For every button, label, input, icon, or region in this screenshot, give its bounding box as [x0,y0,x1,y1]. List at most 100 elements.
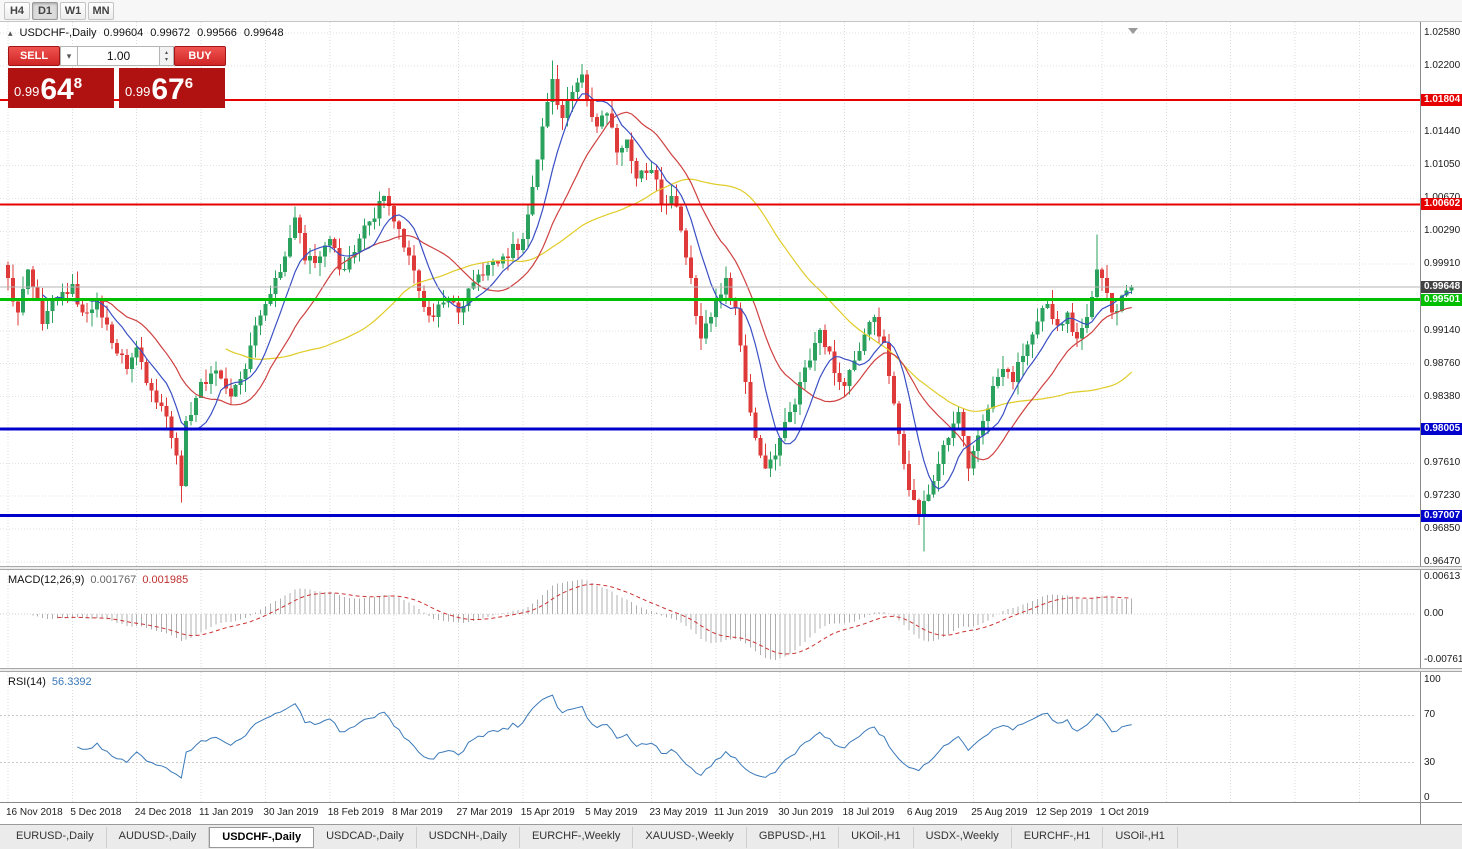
chart-symbol-label: USDCHF-,Daily [19,27,97,39]
chart-tab-usdx-weekly[interactable]: USDX-,Weekly [914,826,1012,848]
chart-tab-eurchf-h1[interactable]: EURCHF-,H1 [1012,826,1104,848]
volume-dropdown-icon[interactable]: ▾ [60,46,78,66]
axis-price-label: 70 [1424,709,1436,721]
date-label: 30 Jan 2019 [263,807,319,818]
timeframe-button-h4[interactable]: H4 [4,1,30,20]
date-label: 11 Jun 2019 [713,807,769,818]
chart-tab-usdcad-daily[interactable]: USDCAD-,Daily [314,826,417,848]
timeframe-button-w1[interactable]: W1 [60,1,86,20]
date-label: 23 May 2019 [649,807,708,818]
ohlc-open: 0.99604 [103,27,144,39]
axis-price-label: 0.96470 [1424,556,1461,566]
macd-plot[interactable] [0,570,1420,668]
chart-tab-usoil-h1[interactable]: USOil-,H1 [1103,826,1178,848]
date-axis[interactable]: 16 Nov 2018 5 Dec 2018 24 Dec 2018 11 Jan 2… [0,802,1462,824]
buy-price-big: 67 [151,73,185,106]
level-price-label: 0.99648 [1421,280,1462,293]
date-label: 18 Jul 2019 [842,807,895,818]
sell-price-pipette: 8 [73,75,83,92]
macd-signal-line [57,583,1132,655]
axis-price-label: 1.00670 [1424,192,1460,204]
chart-tab-eurchf-weekly[interactable]: EURCHF-,Weekly [520,826,634,848]
buy-price-display[interactable]: 0.99 67 6 [119,68,225,108]
axis-price-label: 1.02200 [1424,59,1461,71]
chart-tab-audusd-daily[interactable]: AUDUSD-,Daily [107,826,210,848]
sell-price-big: 64 [40,73,74,106]
price-chart-plot[interactable] [0,22,1420,566]
date-label: 1 Oct 2019 [1099,807,1149,818]
chart-title: ▴ USDCHF-,Daily 0.99604 0.99672 0.99566 … [8,27,284,39]
axis-price-label: -0.00761 [1424,653,1462,665]
ohlc-low: 0.99566 [197,27,237,39]
timeframe-button-mn[interactable]: MN [88,1,114,20]
horizontal-level-lines[interactable] [0,99,1420,517]
chart-tab-eurusd-daily[interactable]: EURUSD-,Daily [4,826,107,848]
chart-tab-usdchf-daily[interactable]: USDCHF-,Daily [209,826,315,848]
panel-separator[interactable] [0,566,1462,570]
macd-value-signal: 0.001985 [142,574,189,586]
buy-price-pipette: 6 [184,75,194,92]
timeframe-toolbar: H4 D1 W1 MN [0,0,1462,22]
price-chart-panel: 1.02580 1.02200 1.01440 1.01050 1.00670 1.002… [0,22,1462,566]
level-price-label: 1.00602 [1421,198,1462,211]
level-price-label: 1.01804 [1421,94,1462,107]
sell-price-display[interactable]: 0.99 64 8 [8,68,114,108]
ma-fast-line [42,93,1132,490]
ohlc-high: 0.99672 [150,27,191,39]
axis-price-label: 0.97230 [1424,490,1461,502]
level-price-label: 0.97007 [1421,509,1462,522]
spinner-up-icon[interactable]: ▴ [164,50,168,56]
chart-tab-usdcnh-daily[interactable]: USDCNH-,Daily [417,826,520,848]
chart-tab-ukoil-h1[interactable]: UKOil-,H1 [839,826,914,848]
ohlc-close: 0.99648 [243,27,284,39]
chart-tab-xauusd-weekly[interactable]: XAUUSD-,Weekly [633,826,747,848]
axis-price-label: 30 [1424,756,1436,768]
date-label: 24 Dec 2018 [134,807,192,818]
axis-price-label: 0 [1424,792,1430,802]
macd-name: MACD(12,26,9) [8,574,85,586]
trade-panel-toggle-icon[interactable]: ▴ [8,27,13,38]
sell-button[interactable]: SELL [8,46,60,66]
date-label: 15 Apr 2019 [520,807,575,818]
date-label: 5 May 2019 [585,807,638,818]
rsi-axis[interactable]: 100 70 30 0 [1420,672,1462,802]
grid-layer [0,672,1414,802]
macd-value-main: 0.001767 [90,574,137,586]
ma-mid-line [92,111,1132,461]
buy-button[interactable]: BUY [174,46,226,66]
date-label: 27 Mar 2019 [456,807,513,818]
date-label: 18 Feb 2019 [327,807,384,818]
rsi-name: RSI(14) [8,676,46,688]
macd-panel: 0.00613 0.00 -0.00761 MACD(12,26,9) 0.0017… [0,570,1462,668]
rsi-value: 56.3392 [51,676,92,688]
timeframe-button-d1[interactable]: D1 [32,1,58,20]
date-label: 25 Aug 2019 [971,807,1028,818]
chart-tabs-bar: EURUSD-,Daily AUDUSD-,Daily USDCHF-,Daily U… [0,824,1462,849]
spinner-down-icon[interactable]: ▾ [164,57,168,63]
axis-price-label: 0.97610 [1424,457,1461,469]
level-price-label: 0.98005 [1421,423,1462,436]
ma-slow-line [225,178,1133,412]
axis-price-label: 0.99910 [1424,258,1461,270]
chart-tab-gbpusd-h1[interactable]: GBPUSD-,H1 [747,826,840,848]
price-axis[interactable]: 1.02580 1.02200 1.01440 1.01050 1.00670 1.002… [1420,22,1462,566]
date-label: 8 Mar 2019 [392,807,443,818]
axis-corner [1420,803,1462,824]
date-label: 11 Jan 2019 [199,807,254,818]
rsi-plot[interactable] [0,672,1420,802]
date-label: 12 Sep 2019 [1035,807,1093,818]
chart-shift-marker-icon[interactable] [1128,28,1138,34]
panel-separator[interactable] [0,668,1462,672]
grid-layer [0,22,1414,566]
volume-spinner[interactable]: ▴ ▾ [160,46,174,66]
axis-price-label: 0.00 [1424,608,1444,619]
rsi-indicator-label: RSI(14) 56.3392 [8,676,92,688]
macd-indicator-label: MACD(12,26,9) 0.001767 0.001985 [8,574,188,586]
candles-layer [6,60,1134,552]
volume-input[interactable]: 1.00 [78,46,160,66]
axis-price-label: 0.98380 [1424,390,1461,402]
macd-axis[interactable]: 0.00613 0.00 -0.00761 [1420,570,1462,668]
axis-price-label: 0.98760 [1424,357,1461,369]
date-label: 30 Jun 2019 [778,807,834,818]
